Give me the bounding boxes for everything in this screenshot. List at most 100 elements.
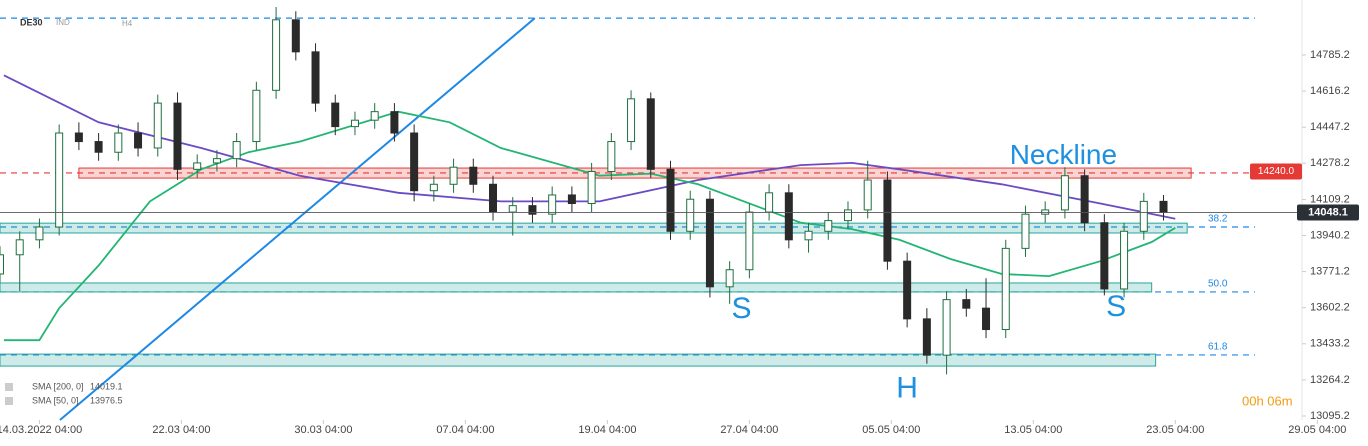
candle-body (922, 318, 931, 356)
candle-body (1001, 247, 1010, 331)
candle-body (390, 111, 399, 134)
y-tick-label: 13433.2 (1310, 338, 1350, 350)
price-tag-label: 14048.1 (1308, 206, 1348, 218)
candle-body (1041, 209, 1050, 215)
y-tick-label: 14785.2 (1310, 49, 1350, 61)
level-label: 38.2 (1208, 214, 1228, 225)
candle-body (173, 102, 182, 170)
x-tick-label: 19.04 04:00 (578, 424, 636, 436)
level-label: 50.0 (1208, 279, 1228, 290)
x-tick-label: 29.05 04:00 (1288, 424, 1346, 436)
candle-body (725, 269, 734, 288)
sma-line (3, 74, 1176, 220)
zone (0, 353, 1157, 367)
candle-body (607, 141, 616, 172)
y-tick-label: 13602.2 (1310, 302, 1350, 314)
candle-body (903, 260, 912, 320)
candle-body (429, 183, 438, 192)
candle-body (212, 158, 221, 164)
x-tick-label: 07.04 04:00 (436, 424, 494, 436)
candle-body (489, 183, 498, 213)
candle-body (0, 254, 4, 275)
y-tick-label: 14109.2 (1310, 193, 1350, 205)
annotation: S (1106, 290, 1126, 323)
candle-body (666, 168, 675, 232)
legend-value: 14019.1 (90, 381, 123, 391)
price-tag (1250, 163, 1302, 180)
x-tick-label: 23.05 04:00 (1146, 424, 1204, 436)
candle-body (863, 179, 872, 211)
candle-body (883, 179, 892, 262)
candle-body (646, 98, 655, 170)
x-tick-label: 13.05 04:00 (1004, 424, 1062, 436)
y-tick-label: 14616.2 (1310, 85, 1350, 97)
candle-body (35, 226, 44, 241)
candle-body (311, 51, 320, 104)
candle-body (15, 239, 24, 256)
x-tick-label: 22.03 04:00 (152, 424, 210, 436)
candle-body (1021, 213, 1030, 249)
candle-body (1159, 200, 1168, 213)
candle-body (153, 102, 162, 149)
candle-body (1120, 230, 1129, 290)
y-tick-label: 14278.2 (1310, 157, 1350, 169)
y-tick-label: 13264.2 (1310, 374, 1350, 386)
candle-body (114, 132, 123, 153)
annotation: Neckline (1010, 139, 1117, 170)
y-tick-label: 13095.2 (1310, 410, 1350, 422)
market: IND (56, 18, 70, 27)
y-tick-label: 14447.2 (1310, 121, 1350, 133)
candle-body (1060, 175, 1069, 211)
candle-body (548, 194, 557, 215)
candle-body (942, 299, 951, 356)
timeframe: H4 (122, 19, 133, 28)
candle-body (962, 299, 971, 309)
candle-body (94, 141, 103, 153)
annotation: S (731, 292, 751, 325)
legend-icon (5, 383, 13, 391)
legend-value: 13976.5 (90, 395, 123, 405)
candle-body (528, 205, 537, 215)
candle-body (449, 166, 458, 185)
legend-name: SMA [200, 0] (32, 381, 84, 391)
x-tick-label: 05.05 04:00 (862, 424, 920, 436)
zone (0, 282, 1153, 293)
candle-body (232, 141, 241, 160)
x-tick-label: 27.04 04:00 (720, 424, 778, 436)
candle-body (1139, 200, 1148, 232)
symbol: DE30 (20, 17, 43, 27)
legend-icon (5, 397, 13, 405)
candle-body (627, 98, 636, 143)
x-tick-label: 30.03 04:00 (294, 424, 352, 436)
candle-body (291, 19, 300, 53)
candle-body (843, 209, 852, 222)
candle-body (982, 307, 991, 331)
candle-body (252, 89, 261, 143)
candle-body (134, 132, 143, 149)
zone (78, 167, 1192, 179)
candle-body (587, 170, 596, 205)
plot-area: 38.2 50.0 61.8 Neckline S S H (0, 6, 1302, 421)
candle-body (74, 132, 83, 143)
candle-body (331, 102, 340, 128)
y-tick-label: 13771.2 (1310, 266, 1350, 278)
candle-body (508, 205, 517, 213)
candle-body (765, 192, 774, 213)
annotation: H (896, 371, 918, 404)
price-tag-label: 14240.0 (1258, 166, 1295, 177)
candle-body (686, 198, 695, 232)
price-tag (1297, 204, 1359, 221)
candle-body (824, 220, 833, 232)
countdown: 00h 06m (1242, 393, 1293, 408)
candle-body (272, 19, 281, 91)
zone (0, 222, 1188, 234)
candle-body (804, 230, 813, 241)
x-tick-label: 14.03.2022 04:00 (0, 424, 82, 436)
candle-body (745, 211, 754, 271)
candle-body (1100, 222, 1109, 290)
trendline (59, 17, 536, 421)
candle-body (350, 119, 359, 128)
candle-body (705, 198, 714, 288)
legend-name: SMA [50, 0] (32, 395, 79, 405)
